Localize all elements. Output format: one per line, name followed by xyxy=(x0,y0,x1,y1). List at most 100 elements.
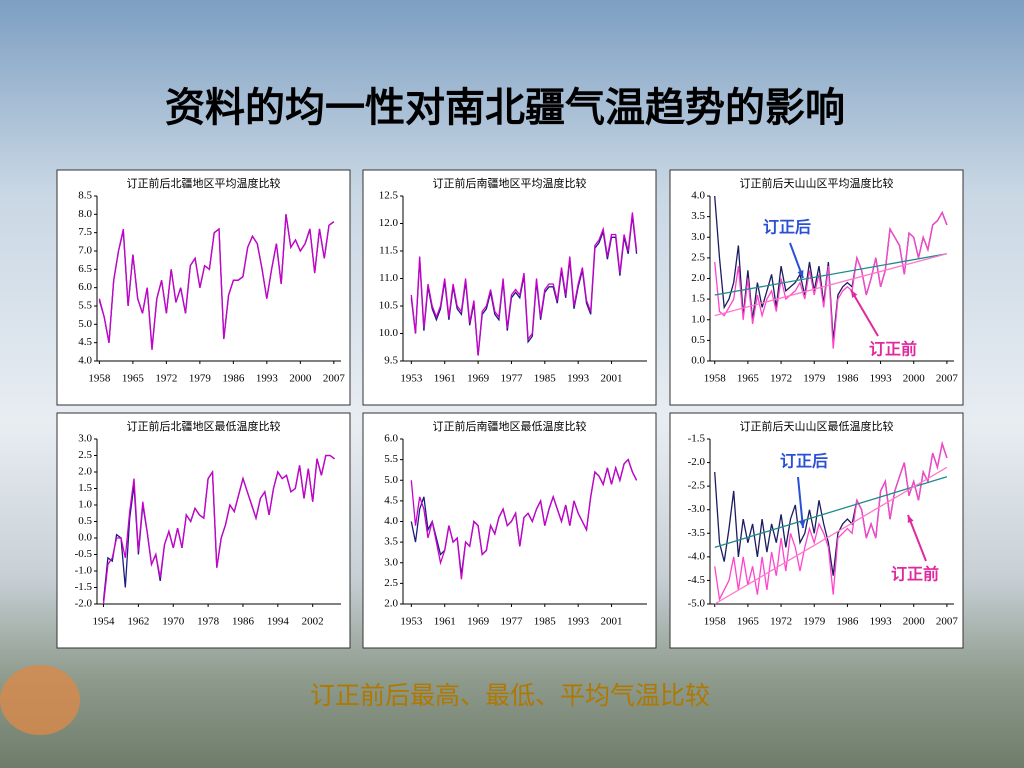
chart-panel xyxy=(669,412,964,649)
arrow-head xyxy=(907,515,914,523)
x-tick-label: 1979 xyxy=(803,616,826,628)
data-line xyxy=(410,458,638,580)
x-tick-label: 1977 xyxy=(500,373,523,385)
chart-title: 订正前后北疆地区最低温度比较 xyxy=(127,419,281,433)
y-tick-label: 5.0 xyxy=(78,318,92,330)
caption: 订正前后最高、最低、平均气温比较 xyxy=(310,681,710,710)
y-tick-label: 2.5 xyxy=(78,449,92,461)
y-tick-label: 8.0 xyxy=(78,208,92,220)
y-tick-label: 3.0 xyxy=(384,556,398,568)
slide-title: 资料的均一性对南北疆气温趋势的影响 xyxy=(165,85,845,131)
x-tick-label: 1986 xyxy=(836,373,859,385)
annotation-arrow xyxy=(907,514,927,562)
y-tick-label: -1.5 xyxy=(75,581,93,593)
y-tick-label: 6.0 xyxy=(384,433,398,445)
x-tick-label: 1979 xyxy=(803,373,826,385)
y-tick-label: 5.5 xyxy=(78,300,92,312)
y-tick-label: 10.5 xyxy=(379,300,399,312)
data-line xyxy=(714,210,948,349)
x-tick-label: 1986 xyxy=(232,616,255,628)
x-tick-label: 1965 xyxy=(737,616,760,628)
chart-title: 订正前后南疆地区最低温度比较 xyxy=(433,419,587,433)
arrow-head xyxy=(797,270,804,278)
x-tick-label: 1969 xyxy=(467,373,490,385)
y-tick-label: 4.0 xyxy=(691,190,705,202)
arrow-head xyxy=(799,520,806,528)
annotation: 订正后 xyxy=(763,218,811,237)
chart-title: 订正前后天山山区最低温度比较 xyxy=(740,419,894,433)
y-tick-label: 12.5 xyxy=(379,190,399,202)
chart-panel xyxy=(56,169,351,406)
data-line xyxy=(98,214,335,351)
y-tick-label: -5.0 xyxy=(688,598,706,610)
y-tick-label: -4.5 xyxy=(688,574,706,586)
x-tick-label: 1979 xyxy=(189,373,212,385)
chart-panel xyxy=(362,412,657,649)
chart-title: 订正前后南疆地区平均温度比较 xyxy=(433,176,587,190)
data-line xyxy=(410,212,638,356)
trend-line xyxy=(714,253,948,296)
x-tick-label: 2000 xyxy=(289,373,312,385)
y-tick-label: 3.0 xyxy=(78,433,92,445)
x-tick-label: 1993 xyxy=(870,616,893,628)
x-tick-label: 2007 xyxy=(323,373,346,385)
x-tick-label: 1993 xyxy=(567,373,590,385)
trend-line xyxy=(714,253,948,317)
x-tick-label: 1954 xyxy=(93,616,116,628)
y-tick-label: 7.0 xyxy=(78,245,92,257)
y-tick-label: 11.5 xyxy=(379,245,398,257)
y-tick-label: 3.0 xyxy=(691,231,705,243)
x-tick-label: 1993 xyxy=(870,373,893,385)
y-tick-label: -0.5 xyxy=(75,548,93,560)
x-tick-label: 2000 xyxy=(903,616,926,628)
x-tick-label: 1953 xyxy=(400,373,423,385)
x-tick-label: 2001 xyxy=(601,616,623,628)
x-tick-label: 1958 xyxy=(88,373,111,385)
x-tick-label: 1961 xyxy=(434,616,456,628)
y-tick-label: 1.0 xyxy=(78,499,92,511)
y-tick-label: -3.5 xyxy=(688,527,706,539)
x-tick-label: 1965 xyxy=(737,373,760,385)
x-tick-label: 1965 xyxy=(122,373,145,385)
y-tick-label: -1.5 xyxy=(688,433,706,445)
y-tick-label: -1.0 xyxy=(75,565,93,577)
y-tick-label: 5.5 xyxy=(384,453,398,465)
x-tick-label: 1958 xyxy=(704,616,727,628)
y-tick-label: 5.0 xyxy=(384,474,398,486)
y-tick-label: 0.5 xyxy=(78,515,92,527)
starfish xyxy=(0,665,80,735)
x-tick-label: 1993 xyxy=(567,616,590,628)
y-tick-label: 8.5 xyxy=(78,190,92,202)
x-tick-label: 1962 xyxy=(127,616,149,628)
x-tick-label: 1972 xyxy=(155,373,177,385)
y-tick-label: 0.0 xyxy=(78,532,92,544)
y-tick-label: 2.0 xyxy=(384,598,398,610)
annotation: 订正前 xyxy=(869,340,917,359)
x-tick-label: 1953 xyxy=(400,616,423,628)
y-tick-label: 0.0 xyxy=(691,355,705,367)
y-tick-label: 1.5 xyxy=(691,293,705,305)
annotation-arrow xyxy=(797,476,804,529)
x-tick-label: 1986 xyxy=(836,616,859,628)
y-tick-label: 4.0 xyxy=(384,515,398,527)
y-tick-label: 3.5 xyxy=(384,536,398,548)
x-tick-label: 1961 xyxy=(434,373,456,385)
y-tick-label: 6.0 xyxy=(78,281,92,293)
arrow-head xyxy=(851,290,858,298)
x-tick-label: 1958 xyxy=(704,373,727,385)
y-tick-label: 10.0 xyxy=(379,327,399,339)
annotation: 订正前 xyxy=(891,565,939,584)
x-tick-label: 1985 xyxy=(534,616,557,628)
trend-line xyxy=(714,466,948,605)
x-tick-label: 2001 xyxy=(601,373,623,385)
y-tick-label: 7.5 xyxy=(78,226,92,238)
y-tick-label: 2.5 xyxy=(691,251,705,263)
y-tick-label: 2.0 xyxy=(691,272,705,284)
chart-title: 订正前后北疆地区平均温度比较 xyxy=(127,176,281,190)
y-tick-label: 4.5 xyxy=(78,336,92,348)
x-tick-label: 1986 xyxy=(222,373,245,385)
chart-title: 订正前后天山山区平均温度比较 xyxy=(740,176,894,190)
x-tick-label: 1972 xyxy=(770,616,792,628)
y-tick-label: 2.0 xyxy=(78,466,92,478)
